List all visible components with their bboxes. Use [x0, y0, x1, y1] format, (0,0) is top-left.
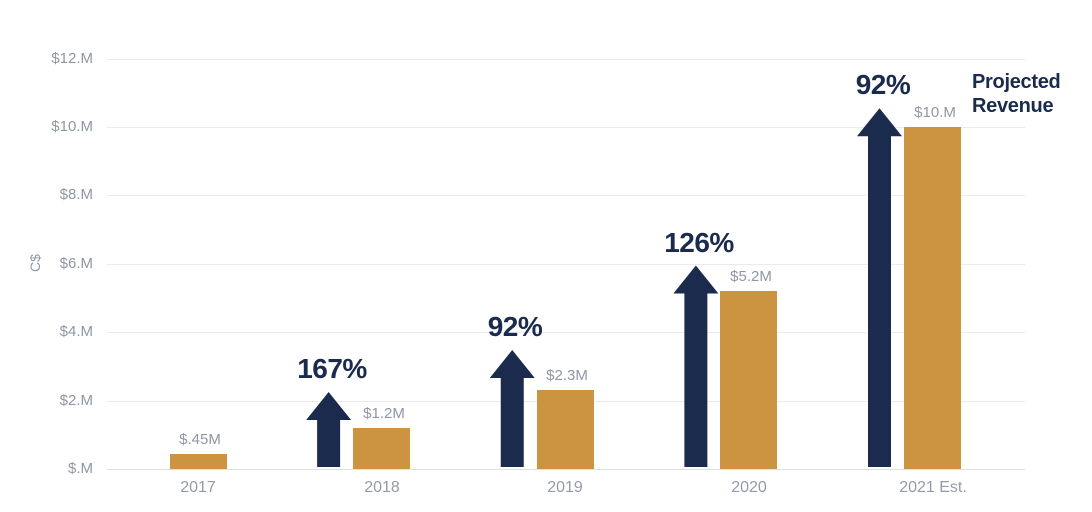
arrow-up-icon — [306, 392, 352, 467]
y-tick-label: $8.M — [59, 186, 93, 203]
growth-percent-label: 126% — [664, 227, 734, 258]
bar-2021-est- — [904, 127, 961, 469]
projected-revenue-line2: Revenue — [972, 95, 1054, 117]
arrow-up-icon — [857, 108, 902, 467]
gridline — [107, 127, 1025, 128]
y-tick-label: $.M — [67, 460, 93, 477]
x-axis-label: 2021 Est. — [899, 479, 967, 496]
x-axis-label: 2018 — [364, 479, 400, 496]
gridline — [107, 59, 1025, 60]
growth-percent-label: 92% — [855, 69, 911, 100]
bar-value-label: $2.3M — [546, 367, 588, 384]
y-tick-label: $12.M — [51, 50, 93, 67]
bar-value-label: $1.2M — [363, 405, 405, 422]
growth-percent-label: 167% — [297, 353, 367, 384]
gridline — [107, 332, 1025, 333]
y-tick-label: $6.M — [59, 255, 93, 272]
bar-value-label: $5.2M — [730, 268, 772, 285]
projected-revenue-annotation: Projected Revenue — [972, 70, 1061, 118]
x-axis-line — [107, 469, 1025, 470]
bar-value-label: $.45M — [179, 431, 221, 448]
bar-2017 — [170, 454, 227, 469]
bar-value-label: $10.M — [914, 104, 956, 121]
bar-2018 — [353, 428, 410, 469]
arrow-up-icon — [489, 349, 535, 467]
y-tick-label: $4.M — [59, 323, 93, 340]
x-axis-label: 2017 — [180, 479, 216, 496]
bar-2019 — [537, 390, 594, 469]
bar-2020 — [720, 291, 777, 469]
x-axis-label: 2020 — [731, 479, 767, 496]
gridline — [107, 195, 1025, 196]
projected-revenue-line1: Projected — [972, 71, 1061, 93]
growth-percent-label: 92% — [487, 311, 543, 342]
arrow-up-icon — [673, 265, 719, 467]
y-axis-title: C$ — [27, 254, 43, 272]
y-tick-label: $10.M — [51, 118, 93, 135]
x-axis-label: 2019 — [547, 479, 583, 496]
gridline — [107, 264, 1025, 265]
y-tick-label: $2.M — [59, 392, 93, 409]
